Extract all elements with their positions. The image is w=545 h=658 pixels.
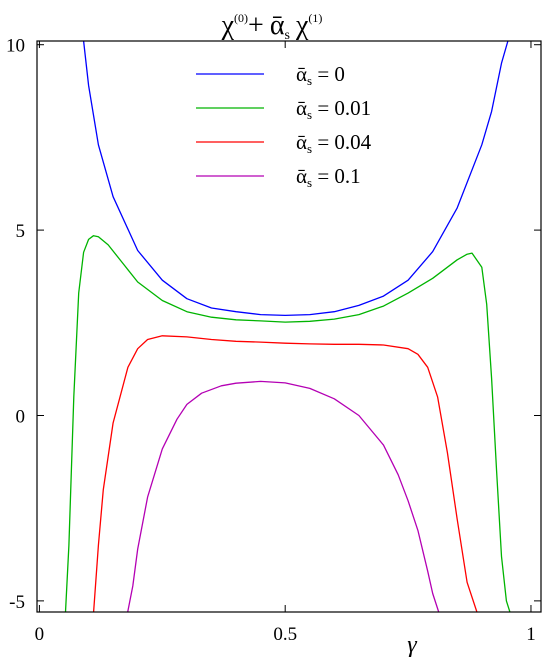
legend-entry: ᾱs = 0.01 [196, 96, 371, 122]
plot-frame [36, 40, 542, 613]
legend-label: ᾱs = 0.04 [296, 130, 372, 156]
series-layer [64, 41, 511, 612]
series-line-2 [64, 235, 511, 612]
legend-label: ᾱs = 0 [296, 62, 345, 88]
series-line-3 [92, 335, 478, 612]
y-tick-label: 0 [16, 406, 26, 427]
x-tick-label: 0 [35, 624, 45, 645]
x-axis-label: γ [407, 632, 417, 658]
series-line-4 [127, 380, 440, 612]
legend-entry: ᾱs = 0.04 [196, 130, 372, 156]
y-tick-label: 5 [16, 221, 26, 242]
legend: ᾱs = 0 ᾱs = 0.01 ᾱs = 0.04 ᾱs = 0.1 [196, 62, 372, 190]
y-tick-label: 10 [6, 36, 25, 57]
ticks-layer: 0 0.5 1 10 5 0 -5 [6, 36, 541, 645]
legend-label: ᾱs = 0.1 [296, 164, 361, 190]
x-tick-label: 0.5 [273, 624, 297, 645]
series-line-1 [82, 41, 509, 317]
x-tick-label: 1 [526, 624, 536, 645]
legend-entry: ᾱs = 0 [196, 62, 345, 88]
chart-title: χ(0)+ ᾱs χ(1) [221, 10, 323, 43]
legend-label: ᾱs = 0.01 [296, 96, 371, 122]
y-tick-label: -5 [9, 592, 25, 613]
legend-entry: ᾱs = 0.1 [196, 164, 361, 190]
